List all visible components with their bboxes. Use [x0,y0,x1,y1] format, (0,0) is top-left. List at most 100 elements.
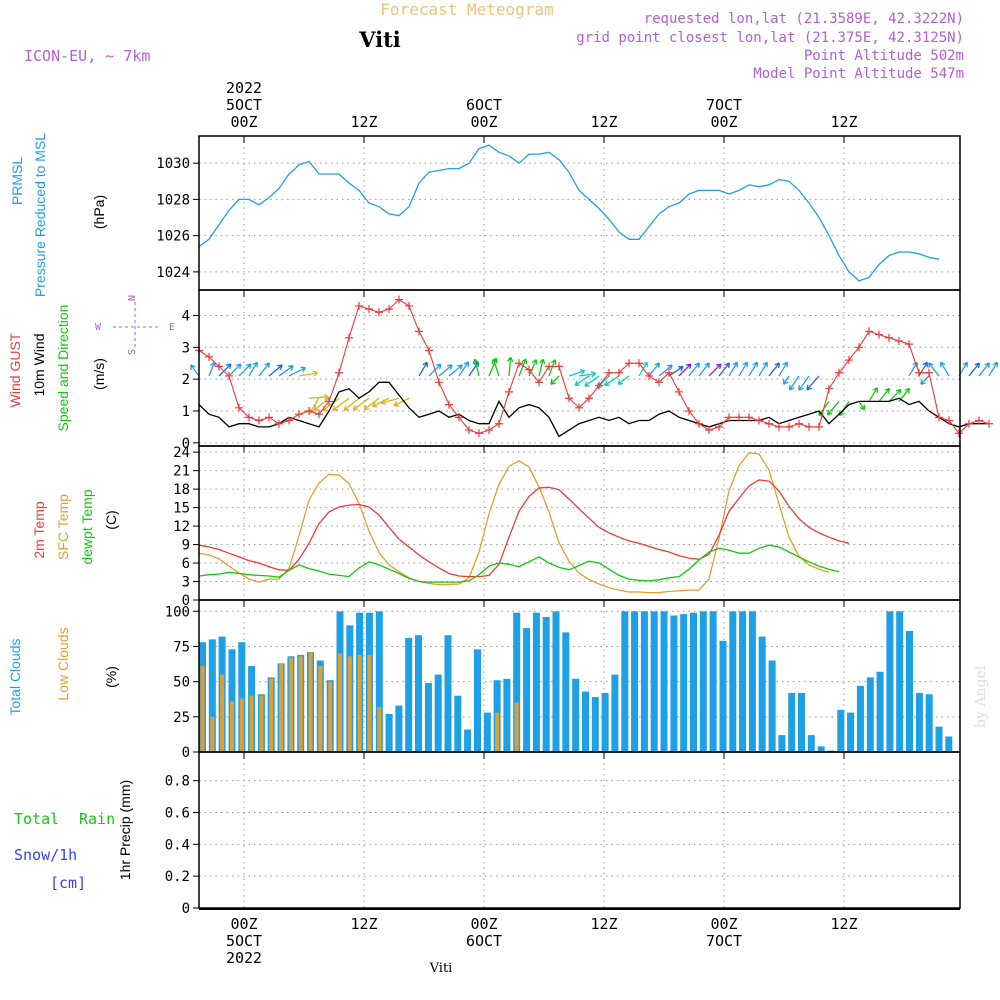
y-tick-label: 50 [173,675,190,691]
gust-marker [605,368,613,377]
gust-marker [765,419,773,428]
compass-west: W [95,322,102,333]
total-cloud-bar [591,697,599,752]
wind-direction-arrows [190,356,998,417]
total-cloud-bar [709,611,717,752]
gust-marker [655,378,663,387]
low-cloud-bar [338,653,342,752]
total-cloud-bar [483,712,491,752]
wind-direction-arrow [688,362,700,377]
gust-marker [985,419,993,428]
total-cloud-bar [778,735,786,752]
wind-direction-arrow [584,375,600,387]
total-cloud-bar [611,674,619,752]
total-cloud-bar [434,674,442,752]
wind-direction-arrow [507,356,514,377]
gust-marker [325,397,333,406]
gust-marker [265,413,273,422]
gust-marker [415,327,423,336]
gust-marker [235,403,243,412]
gust-marker [225,371,233,380]
total-cloud-bar [415,635,422,752]
gust-marker [535,378,543,387]
wind-direction-arrow [550,375,560,385]
gridpoint-coords: grid point closest lon,lat (21.375E, 42.… [576,30,964,46]
wind-direction-arrow [928,362,940,377]
wind-direction-arrow [978,362,990,377]
gust-marker [805,422,813,431]
total-cloud-bar [523,628,531,752]
y-tick-label: 1030 [156,156,190,172]
y-tick-label: 0.6 [165,805,190,821]
requested-coords: requested lon,lat (21.3589E, 42.3222N) [644,11,964,27]
product-title: Forecast Meteogram [380,0,553,19]
credit-watermark: by Angel [973,665,989,728]
gust-marker [405,301,413,310]
temperature-panel: 2m Temp SFC Temp dewpt Temp (C) 0 3 6 9 12 15… [31,445,960,609]
total-cloud-bar [768,660,776,752]
wind-direction-arrow [538,358,546,377]
gust-marker [815,422,823,431]
wind-direction-arrow [748,361,758,377]
temp-sfc-label: SFC Temp [55,494,71,560]
wind-direction-arrow [858,401,866,411]
precip-rain-label: Rain [79,810,115,828]
gust-marker [465,426,473,435]
wind-direction-arrow [778,361,788,377]
total-cloud-bar [542,616,550,752]
gust-marker [445,400,453,409]
wind-direction-arrow [308,394,329,401]
total-cloud-bar [739,611,747,752]
wind-direction-arrow [228,363,242,377]
y-tick-label: 0.8 [165,774,190,790]
y-tick-label: 18 [173,482,190,498]
wind-direction-arrow [548,359,557,377]
time-label: 12Z [350,113,377,131]
wind-direction-arrow [648,362,660,377]
low-cloud-bar [230,701,234,752]
wind-direction-arrow [238,363,252,377]
y-tick-label: 25 [173,710,190,726]
low-clouds-label: Low Clouds [55,627,71,700]
wind-dir-label: Speed and Direction [55,305,71,432]
wind-direction-arrow [782,375,790,385]
total-cloud-bar [601,692,609,752]
wind-direction-arrow [371,397,390,408]
wind-direction-arrow [920,375,930,385]
total-cloud-bar [424,683,432,752]
total-cloud-bar [758,636,766,752]
gust-marker [895,336,903,345]
gust-marker [685,406,693,415]
gust-marker [245,413,253,422]
time-label: 12Z [830,915,857,933]
wind-direction-arrow [258,362,270,377]
wind-panel: Wind GUST 10m Wind Speed and Direction (… [7,290,998,452]
total-cloud-bar [660,611,668,752]
gust-marker [695,419,703,428]
gust-marker [435,378,443,387]
gust-marker [315,410,323,419]
gust-marker [975,416,983,425]
wind-direction-arrow [472,358,480,377]
panel-frame [198,289,961,447]
gust-marker [795,419,803,428]
wind-direction-arrow [190,364,200,377]
time-label: 6OCT [466,96,502,114]
total-cloud-bar [817,746,825,752]
total-cloud-bar [395,705,403,752]
wind-direction-arrow [218,363,232,377]
gust-marker [215,362,223,371]
cloud-bars [199,611,953,752]
y-tick-label: 15 [173,501,190,517]
gust-marker [305,406,313,415]
low-cloud-bar [259,695,264,752]
time-label: 00Z [710,113,737,131]
wind-direction-arrow [668,365,684,377]
total-cloud-bar [405,638,413,752]
y-tick-label: 3 [182,575,190,591]
total-cloud-bar [847,712,855,752]
wind-direction-arrow [458,361,470,377]
gust-marker [785,422,793,431]
time-label: 7OCT [706,932,742,950]
time-label: 5OCT [226,96,262,114]
